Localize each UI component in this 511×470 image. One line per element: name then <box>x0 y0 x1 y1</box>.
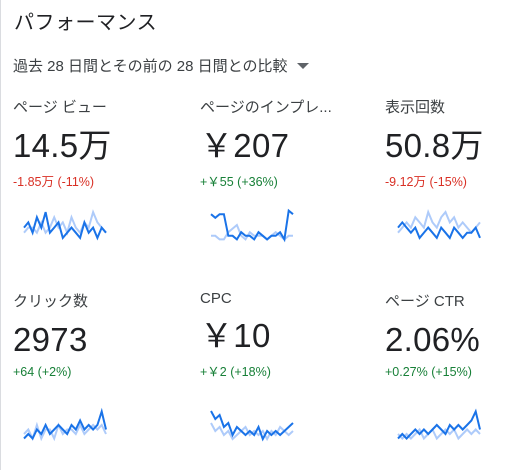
metric-label: 表示回数 <box>385 99 446 116</box>
metric-delta: +0.27% (+15%) <box>385 365 472 379</box>
period-label: 過去 28 日間とその前の 28 日間との比較 <box>13 58 288 75</box>
current-period-line <box>23 211 107 241</box>
metric-label: ページのインプレ... <box>200 99 332 116</box>
sparkline-svg <box>23 407 107 442</box>
previous-period-line <box>23 209 107 236</box>
sparkline <box>210 205 294 245</box>
metric-clicks[interactable]: クリック数 2973 +64 (+2%) <box>13 290 188 379</box>
sparkline-svg <box>397 209 481 240</box>
previous-period-line <box>397 209 481 235</box>
previous-period-line <box>397 427 481 441</box>
metric-value: 2973 <box>13 321 88 358</box>
metric-value: ￥10 <box>200 317 271 354</box>
metric-delta: +64 (+2%) <box>13 365 72 379</box>
metric-label: CPC <box>200 290 232 307</box>
card-title: パフォーマンス <box>14 12 158 34</box>
metric-label: クリック数 <box>13 293 89 310</box>
current-period-line <box>210 410 294 442</box>
metric-label: ページ ビュー <box>13 99 107 116</box>
metric-delta: -9.12万 (-15%) <box>385 175 467 189</box>
metric-label: ページ CTR <box>385 293 465 310</box>
metric-page-views[interactable]: ページ ビュー 14.5万 -1.85万 (-11%) <box>13 96 188 190</box>
sparkline <box>23 205 107 245</box>
sparkline <box>397 205 481 245</box>
metric-page-ctr[interactable]: ページ CTR 2.06% +0.27% (+15%) <box>385 290 511 379</box>
metric-value: ￥207 <box>200 127 290 164</box>
sparkline-svg <box>210 208 294 243</box>
metric-delta: -1.85万 (-11%) <box>13 175 95 189</box>
metric-delta: +￥55 (+36%) <box>200 175 278 189</box>
period-selector[interactable]: 過去 28 日間とその前の 28 日間との比較 <box>13 55 310 76</box>
metric-value: 14.5万 <box>13 127 112 164</box>
metric-value: 50.8万 <box>385 127 484 164</box>
metric-impressions[interactable]: 表示回数 50.8万 -9.12万 (-15%) <box>385 96 511 190</box>
sparkline <box>397 405 481 445</box>
previous-period-line <box>211 223 293 241</box>
metric-value: 2.06% <box>385 321 481 358</box>
sparkline-svg <box>397 408 481 441</box>
current-period-line <box>397 408 481 440</box>
metric-cpc[interactable]: CPC ￥10 +￥2 (+18%) <box>200 290 375 380</box>
metric-delta: +￥2 (+18%) <box>200 365 271 379</box>
caret-down-icon <box>297 62 310 69</box>
current-period-line <box>23 407 107 441</box>
sparkline-svg <box>210 410 294 442</box>
metric-page-impressions[interactable]: ページのインプレ... ￥207 +￥55 (+36%) <box>200 96 375 190</box>
current-period-line <box>397 220 481 240</box>
current-period-line <box>210 208 294 243</box>
sparkline <box>210 405 294 445</box>
sparkline <box>23 405 107 445</box>
sparkline-svg <box>23 209 107 241</box>
